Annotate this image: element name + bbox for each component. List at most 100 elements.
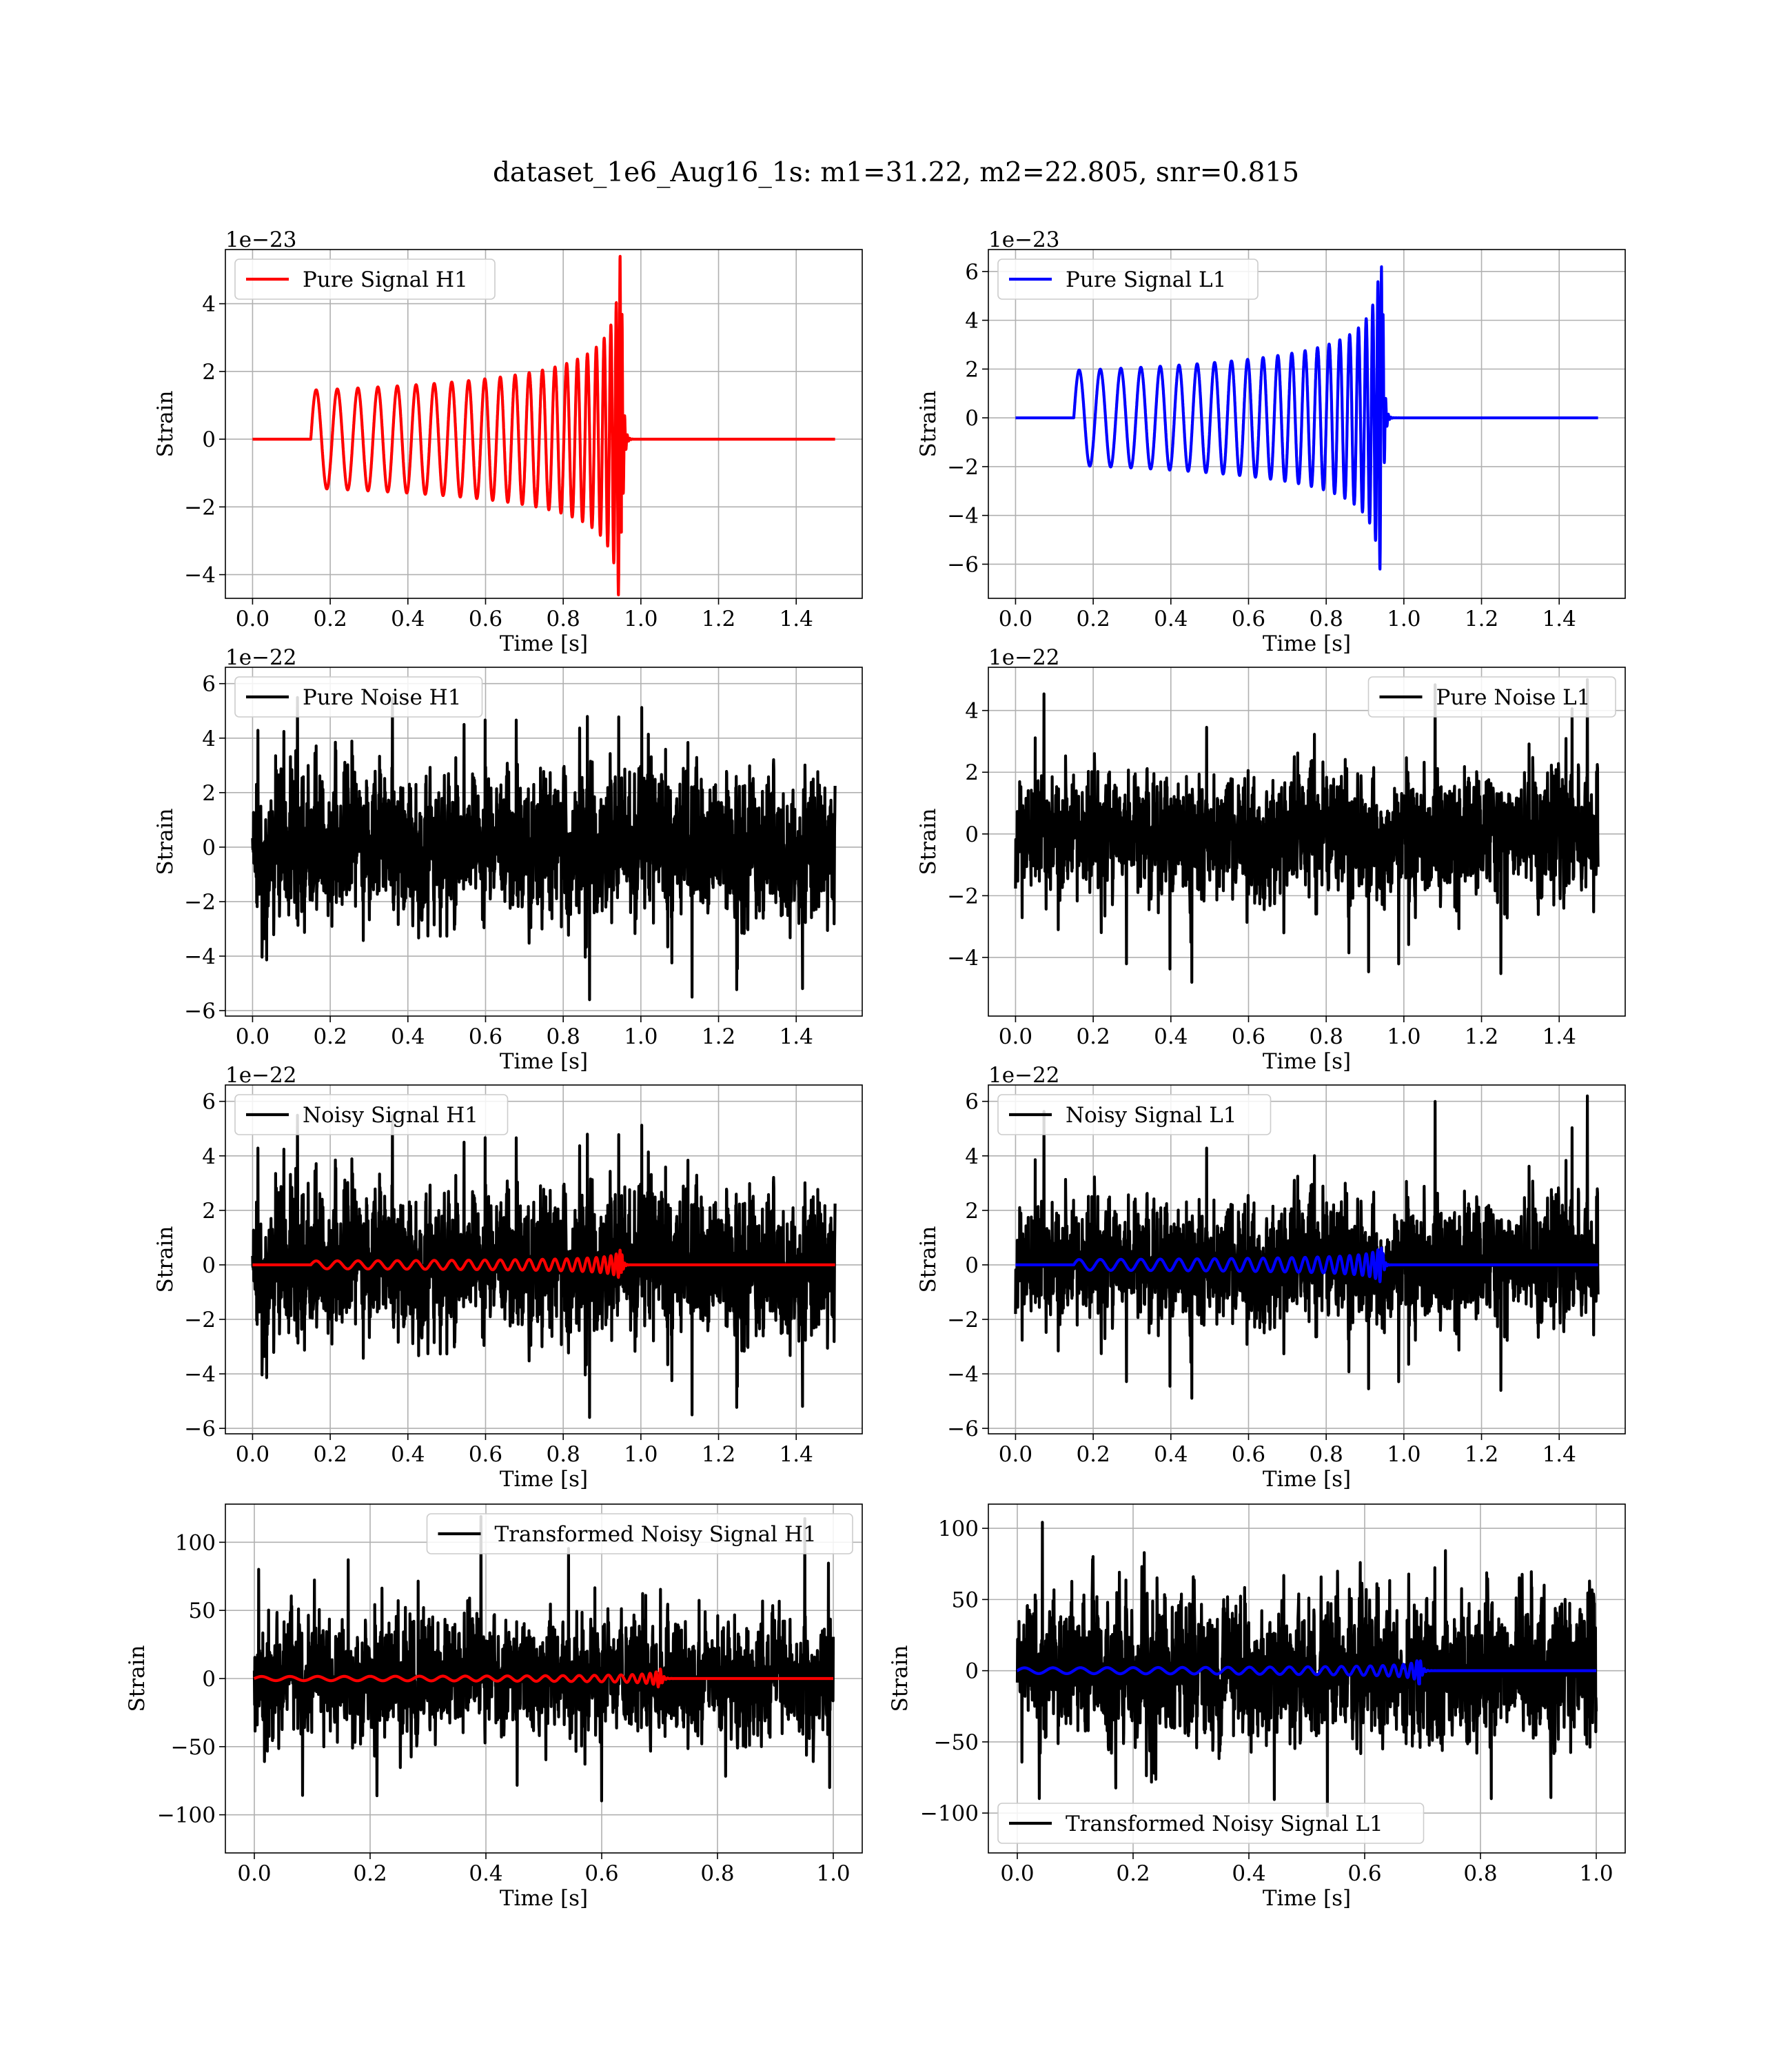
y-tick-label: −2 — [947, 884, 979, 909]
x-tick-label: 0.0 — [1000, 1861, 1034, 1886]
y-axis-label: Strain — [888, 1645, 913, 1712]
legend-label: Noisy Signal H1 — [303, 1103, 478, 1128]
x-tick-label: 0.6 — [469, 607, 502, 631]
x-tick-label: 0.8 — [547, 607, 580, 631]
chart-panel-3: 0.0 0.2 0.4 0.6 0.8 1.0 1.2 1.4 −6 −4 −2 0 2 4 6 Time [… — [153, 645, 863, 1074]
series-signal-line — [251, 254, 837, 597]
x-tick-label: 1.0 — [1387, 1442, 1421, 1467]
chart-panel-7: 0.0 0.2 0.4 0.6 0.8 1.0 −100 −50 0 50 100 Time [s] S… — [125, 1503, 863, 1911]
y-tick-label: −2 — [184, 1308, 216, 1332]
x-axis-label: Time [s] — [1263, 1467, 1351, 1492]
series-noise-line — [252, 1514, 835, 1803]
plot-area — [251, 254, 837, 597]
y-tick-label: 2 — [202, 360, 216, 385]
y-tick-label: −4 — [947, 504, 979, 529]
y-axis-label: Strain — [153, 809, 178, 875]
series-signal-line — [1014, 265, 1600, 571]
offset-label: 1e−22 — [225, 1063, 297, 1088]
x-tick-label: 1.2 — [702, 607, 735, 631]
y-tick-label: 4 — [202, 292, 216, 317]
y-tick-label: −2 — [947, 1308, 979, 1332]
x-tick-label: 0.2 — [313, 1024, 347, 1049]
x-tick-label: 0.0 — [236, 1024, 269, 1049]
offset-label: 1e−22 — [225, 645, 297, 670]
plot-area — [251, 696, 837, 1002]
y-tick-label: −50 — [934, 1730, 979, 1755]
y-tick-label: −6 — [947, 552, 979, 577]
y-tick-label: 0 — [965, 822, 979, 847]
series-noise-line — [251, 1113, 837, 1419]
chart-panel-1: 0.0 0.2 0.4 0.6 0.8 1.0 1.2 1.4 −4 −2 0 2 4 Time [s] S… — [153, 227, 863, 656]
legend-box — [997, 258, 1259, 300]
y-tick-label: 100 — [938, 1517, 979, 1541]
x-tick-label: 0.8 — [1310, 1442, 1343, 1467]
legend-label: Pure Noise L1 — [1436, 685, 1591, 710]
y-tick-label: 2 — [202, 781, 216, 806]
x-tick-label: 0.4 — [1154, 1024, 1188, 1049]
y-tick-label: 0 — [965, 406, 979, 431]
x-tick-label: 1.0 — [624, 1024, 658, 1049]
legend: Pure Noise L1 — [1367, 676, 1616, 718]
x-tick-label: 0.8 — [1463, 1861, 1497, 1886]
y-tick-label: −4 — [184, 563, 216, 588]
x-tick-label: 1.0 — [624, 1442, 658, 1467]
legend-box — [426, 1513, 853, 1554]
chart-panel-6: 0.0 0.2 0.4 0.6 0.8 1.0 1.2 1.4 −6 −4 −2 0 2 4 6 Time [… — [916, 1063, 1626, 1492]
chart-panel-8: 0.0 0.2 0.4 0.6 0.8 1.0 −100 −50 0 50 100 Time [s] S… — [888, 1503, 1626, 1911]
chart-panel-5: 0.0 0.2 0.4 0.6 0.8 1.0 1.2 1.4 −6 −4 −2 0 2 4 6 Time [… — [153, 1063, 863, 1492]
x-tick-label: 1.0 — [816, 1861, 850, 1886]
offset-label: 1e−23 — [988, 227, 1060, 252]
y-tick-label: −2 — [947, 455, 979, 480]
x-tick-label: 1.4 — [1542, 1442, 1576, 1467]
x-tick-label: 0.6 — [1232, 1024, 1265, 1049]
axes-frame — [225, 249, 863, 599]
y-tick-label: 100 — [175, 1530, 216, 1555]
x-tick-label: 1.0 — [1387, 1024, 1421, 1049]
x-tick-label: 0.2 — [313, 1442, 347, 1467]
x-tick-label: 0.2 — [1076, 607, 1110, 631]
y-tick-label: 2 — [202, 1199, 216, 1224]
legend: Pure Signal L1 — [997, 258, 1259, 300]
x-tick-label: 0.6 — [469, 1024, 502, 1049]
x-tick-label: 0.2 — [1116, 1861, 1150, 1886]
legend-box — [234, 676, 483, 718]
series-noise-line — [1014, 1094, 1600, 1400]
x-tick-label: 0.6 — [1347, 1861, 1381, 1886]
offset-label: 1e−22 — [988, 1063, 1060, 1088]
y-tick-label: 6 — [202, 1090, 216, 1115]
axes-frame — [988, 667, 1626, 1017]
x-tick-label: 0.4 — [1154, 1442, 1188, 1467]
series-signal-line — [1014, 1246, 1600, 1284]
x-tick-label: 0.6 — [469, 1442, 502, 1467]
y-tick-label: 0 — [202, 1667, 216, 1692]
legend-label: Pure Signal H1 — [303, 267, 468, 292]
series-signal-line — [1016, 1659, 1598, 1685]
plot-area — [1015, 1521, 1598, 1818]
y-tick-label: 4 — [965, 309, 979, 334]
x-tick-label: 1.2 — [702, 1442, 735, 1467]
y-tick-label: −6 — [184, 999, 216, 1024]
y-axis-label: Strain — [153, 391, 178, 458]
legend: Noisy Signal L1 — [997, 1094, 1272, 1135]
x-tick-label: 0.0 — [999, 1442, 1032, 1467]
x-tick-label: 0.4 — [1154, 607, 1188, 631]
chart-panel-4: 0.0 0.2 0.4 0.6 0.8 1.0 1.2 1.4 −4 −2 0 2 4 Time [s] S… — [916, 645, 1626, 1074]
legend: Transformed Noisy Signal L1 — [997, 1803, 1425, 1844]
y-tick-label: 2 — [965, 760, 979, 785]
x-tick-label: 0.4 — [469, 1861, 502, 1886]
x-tick-label: 1.4 — [780, 1442, 813, 1467]
x-tick-label: 0.2 — [1076, 1442, 1110, 1467]
legend-label: Pure Noise H1 — [303, 685, 461, 710]
legend-label: Transformed Noisy Signal H1 — [495, 1522, 817, 1547]
x-tick-label: 0.8 — [547, 1442, 580, 1467]
x-tick-label: 0.0 — [237, 1861, 271, 1886]
y-tick-label: 0 — [202, 427, 216, 452]
plot-area — [1014, 1094, 1600, 1400]
y-axis-label: Strain — [916, 1226, 941, 1293]
offset-label: 1e−22 — [988, 645, 1060, 670]
y-tick-label: −6 — [947, 1417, 979, 1441]
y-tick-label: −50 — [171, 1735, 216, 1760]
x-tick-label: 0.6 — [1232, 607, 1265, 631]
y-tick-label: −100 — [920, 1801, 979, 1826]
x-tick-label: 1.2 — [702, 1024, 735, 1049]
